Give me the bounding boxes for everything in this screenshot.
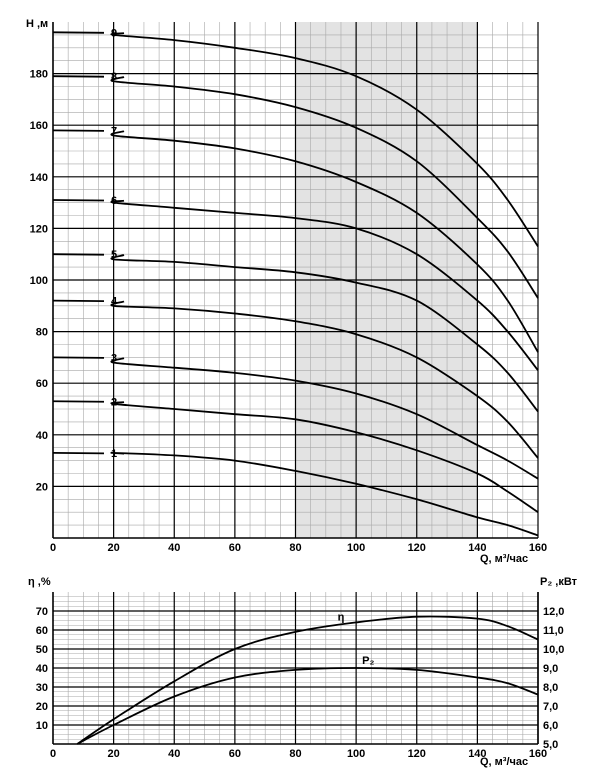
power-axis-label: P₂ ,кВт	[540, 576, 578, 588]
head-y-tick-label: 180	[30, 69, 48, 81]
head-x-tick-label: 0	[50, 542, 56, 554]
efficiency-chart-ticks: 0 20 40 60 80 100 120 140 160 10 20 30 40 50 60 70 5,0 6,…	[36, 606, 565, 760]
power-y-tick-label: 10,0	[543, 644, 564, 656]
head-x-tick-label: 60	[229, 542, 241, 554]
head-x-tick-label: 100	[347, 542, 365, 554]
head-y-tick-label: 100	[30, 275, 48, 287]
head-curve-4	[110, 300, 539, 459]
head-y-tick-label: 20	[36, 481, 48, 493]
head-flow-chart: 1 2 3 4 5 6 7 8 9 0 20 40 60 80 100 120 140 160 20 40 60 80 1…	[26, 18, 547, 565]
head-x-tick-label: 40	[168, 542, 180, 554]
head-y-tick-label: 140	[30, 172, 48, 184]
efficiency-chart-axes	[52, 592, 539, 745]
efficiency-power-curves: η P₂	[76, 612, 539, 745]
efficiency-chart-flow-axis-label: Q, м³/час	[480, 756, 528, 768]
power-y-tick-label: 6,0	[543, 720, 558, 732]
power-curve	[76, 667, 539, 745]
efficiency-x-tick-label: 120	[408, 748, 426, 760]
efficiency-y-tick-label: 70	[36, 606, 48, 618]
head-y-tick-label: 40	[36, 430, 48, 442]
power-y-tick-label: 11,0	[543, 625, 564, 637]
head-curve-5	[110, 254, 539, 413]
head-x-tick-label: 120	[408, 542, 426, 554]
head-chart-ticks: 0 20 40 60 80 100 120 140 1602040608010012014016…	[30, 69, 548, 554]
head-curve-stub	[52, 253, 105, 256]
head-curve-label: 9	[111, 27, 117, 39]
power-y-tick-label: 5,0	[543, 739, 558, 751]
head-curve-label: 4	[111, 296, 118, 308]
head-curve-7	[110, 130, 539, 353]
head-y-tick-label: 80	[36, 327, 48, 339]
head-chart-grid	[53, 22, 539, 538]
head-chart-axes	[52, 22, 538, 539]
head-curve-2	[110, 401, 539, 513]
head-curve-label: 8	[111, 71, 117, 83]
head-curve-label: 2	[111, 396, 117, 408]
head-curve-9	[110, 32, 539, 247]
efficiency-y-tick-label: 50	[36, 644, 48, 656]
power-y-tick-label: 12,0	[543, 606, 564, 618]
head-chart-flow-axis-label: Q, м³/час	[480, 553, 528, 565]
efficiency-curve-label: η	[338, 612, 345, 624]
head-x-tick-label: 20	[108, 542, 120, 554]
power-y-tick-label: 8,0	[543, 682, 558, 694]
head-curve-stub	[52, 400, 105, 403]
efficiency-axis-label: η ,%	[28, 576, 51, 588]
efficiency-y-tick-label: 20	[36, 701, 48, 713]
head-x-tick-label: 80	[289, 542, 301, 554]
efficiency-curve	[76, 615, 539, 745]
head-curve-stub	[52, 299, 105, 303]
head-curve-6	[110, 199, 539, 371]
head-y-tick-label: 60	[36, 378, 48, 390]
head-curve-stub	[52, 199, 105, 202]
head-curve-label: 1	[111, 448, 117, 460]
head-x-tick-label: 140	[468, 542, 486, 554]
efficiency-x-tick-label: 0	[50, 748, 56, 760]
head-y-tick-label: 120	[30, 223, 48, 235]
head-x-tick-label: 160	[529, 542, 547, 554]
head-curve-label: 7	[111, 125, 117, 137]
head-curve-3	[110, 357, 539, 480]
head-curve-label: 3	[111, 352, 117, 364]
power-y-tick-label: 7,0	[543, 701, 558, 713]
efficiency-x-tick-label: 40	[168, 748, 180, 760]
head-y-tick-label: 160	[30, 120, 48, 132]
head-curve-label: 5	[111, 249, 117, 261]
head-curve-1	[110, 451, 539, 537]
efficiency-x-tick-label: 140	[468, 748, 486, 760]
head-curve-stub	[52, 451, 105, 455]
head-curve-stub	[52, 31, 105, 34]
head-curve-8	[110, 76, 539, 299]
power-y-tick-label: 9,0	[543, 663, 558, 675]
efficiency-x-tick-label: 80	[289, 748, 301, 760]
efficiency-y-tick-label: 60	[36, 625, 48, 637]
head-curves: 1 2 3 4 5 6 7 8 9	[52, 27, 539, 537]
efficiency-x-tick-label: 100	[347, 748, 365, 760]
efficiency-y-tick-label: 10	[36, 720, 48, 732]
head-curve-stub	[52, 129, 105, 132]
efficiency-y-tick-label: 30	[36, 682, 48, 694]
efficiency-x-tick-label: 160	[529, 748, 547, 760]
head-axis-label: H ,м	[26, 18, 48, 30]
efficiency-power-chart: η P₂ 0 20 40 60 80 100 120 140 160 10 20 30 40 50 60 70 5…	[28, 576, 578, 768]
efficiency-y-tick-label: 40	[36, 663, 48, 675]
efficiency-chart-grid	[53, 592, 539, 744]
efficiency-x-tick-label: 60	[229, 748, 241, 760]
head-curve-label: 6	[111, 195, 117, 207]
power-curve-label: P₂	[362, 655, 374, 667]
head-curve-stub	[52, 75, 105, 78]
head-curve-stub	[52, 356, 105, 359]
efficiency-x-tick-label: 20	[108, 748, 120, 760]
